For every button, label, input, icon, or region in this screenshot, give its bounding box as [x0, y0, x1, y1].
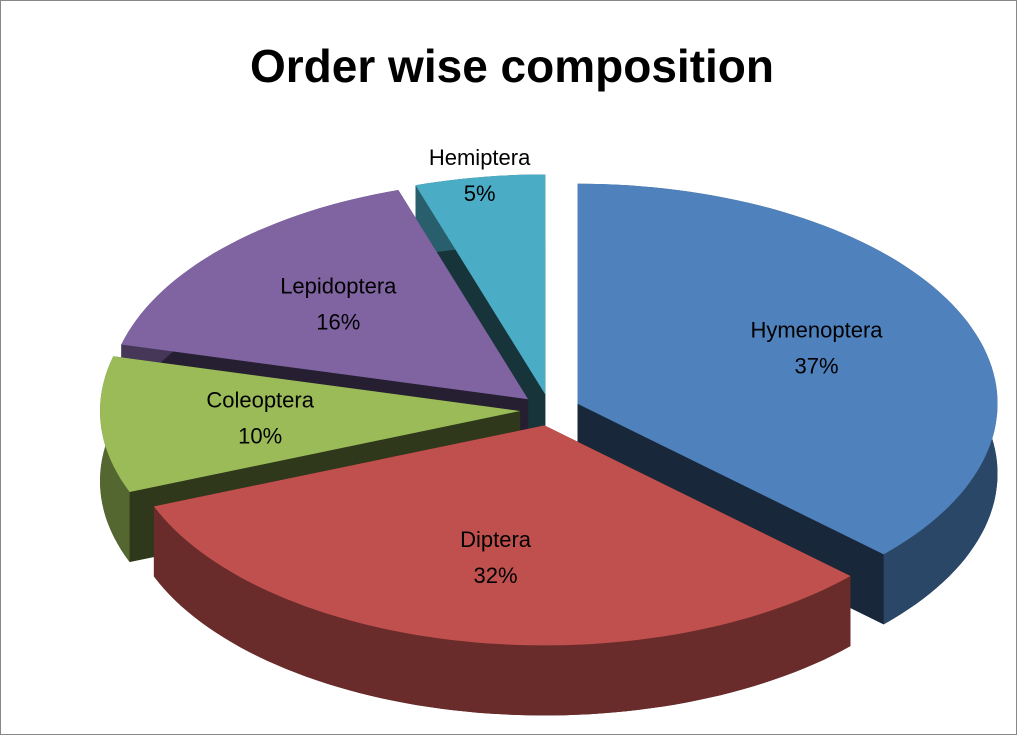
- data-label-name: Hymenoptera: [750, 317, 883, 342]
- slice-outer-wall: [153, 506, 851, 716]
- slice: [153, 425, 851, 716]
- pie: [100, 174, 998, 716]
- slice-top: [577, 183, 998, 555]
- data-label-value: 16%: [316, 310, 360, 335]
- slice: [577, 183, 998, 625]
- data-label-value: 32%: [474, 563, 518, 588]
- data-label-value: 37%: [794, 353, 838, 378]
- slice-top: [415, 174, 546, 395]
- data-label-name: Coleoptera: [206, 387, 314, 412]
- data-label-name: Lepidoptera: [280, 274, 397, 299]
- data-labels: Hymenoptera 37% Diptera 32% Coleoptera 10% Lep…: [206, 145, 883, 588]
- chart-title: Order wise composition: [250, 40, 774, 92]
- data-label-name: Diptera: [460, 527, 532, 552]
- data-label-value: 5%: [464, 181, 496, 206]
- slice-top: [153, 425, 851, 646]
- data-label-value: 10%: [238, 423, 282, 448]
- slice-top: [121, 190, 529, 400]
- slice-top: [100, 356, 521, 492]
- data-label-name: Hemiptera: [429, 145, 531, 170]
